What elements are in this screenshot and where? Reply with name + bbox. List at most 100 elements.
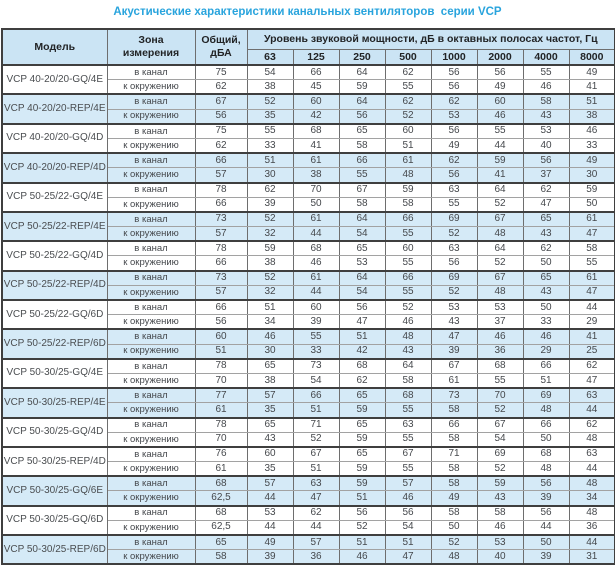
spl-value-cell: 66 <box>522 358 570 374</box>
total-dba-cell: 61 <box>194 461 248 478</box>
spl-value-cell: 35 <box>246 108 294 125</box>
model-cell: VCP 50-25/22-REP/6D <box>1 328 108 360</box>
spl-value-cell: 55 <box>430 196 478 213</box>
spl-value-cell: 66 <box>430 417 478 433</box>
spl-value-cell: 58 <box>430 475 478 492</box>
spl-value-cell: 52 <box>430 226 478 243</box>
spl-value-cell: 53 <box>430 108 478 125</box>
spl-value-cell: 45 <box>292 79 340 96</box>
spl-value-cell: 57 <box>384 475 432 492</box>
spl-value-cell: 48 <box>568 431 615 448</box>
spl-value-cell: 58 <box>568 240 615 257</box>
spl-value-cell: 47 <box>292 490 340 507</box>
spl-value-cell: 47 <box>568 372 615 390</box>
zone-cell: в канал <box>106 211 196 228</box>
spl-value-cell: 34 <box>568 490 615 507</box>
spl-value-cell: 40 <box>522 137 570 155</box>
spl-value-cell: 63 <box>292 475 340 492</box>
spl-value-cell: 61 <box>292 270 340 286</box>
table-row: VCP 50-25/22-REP/6D в канал 60 46 55 51 48 47 46… <box>1 328 615 360</box>
spl-value-cell: 49 <box>476 79 524 96</box>
spl-value-cell: 50 <box>522 431 570 448</box>
spl-value-cell: 60 <box>384 123 432 139</box>
spl-value-cell: 46 <box>522 328 570 345</box>
spl-value-cell: 44 <box>246 490 294 507</box>
spl-value-cell: 58 <box>338 196 386 213</box>
spl-value-cell: 58 <box>430 461 478 478</box>
spl-value-cell: 65 <box>522 270 570 286</box>
spl-value-cell: 59 <box>476 475 524 492</box>
spl-value-cell: 73 <box>430 387 478 404</box>
table-row: VCP 50-30/25-REP/4E в канал 77 57 66 65 68 73 70… <box>1 387 615 419</box>
spl-value-cell: 65 <box>338 240 386 257</box>
table-row: VCP 40-20/20-GQ/4E в канал 75 54 66 64 62 56 56 5… <box>1 64 615 96</box>
zone-cell: в канал <box>106 64 196 81</box>
total-dba-cell: 78 <box>194 240 248 257</box>
spl-value-cell: 68 <box>384 387 432 404</box>
model-cell: VCP 50-30/25-GQ/4E <box>1 358 108 390</box>
spl-value-cell: 46 <box>384 490 432 507</box>
spl-value-cell: 61 <box>384 152 432 169</box>
spl-value-cell: 62 <box>384 93 432 110</box>
spl-value-cell: 25 <box>568 343 615 360</box>
spl-value-cell: 53 <box>246 505 294 521</box>
spl-value-cell: 55 <box>476 123 524 139</box>
spl-value-cell: 32 <box>246 226 294 243</box>
spl-value-cell: 59 <box>338 461 386 478</box>
spl-value-cell: 50 <box>568 196 615 213</box>
table-row: VCP 40-20/20-GQ/4D в канал 75 55 68 65 60 56 55 5… <box>1 123 615 155</box>
spl-value-cell: 63 <box>430 240 478 257</box>
table-row: VCP 50-30/25-REP/4D в канал 76 60 67 65 67 71 69… <box>1 446 615 478</box>
zone-cell: в канал <box>106 328 196 345</box>
spl-value-cell: 30 <box>246 343 294 360</box>
spl-value-cell: 52 <box>430 534 478 551</box>
spl-value-cell: 44 <box>568 461 615 478</box>
spl-value-cell: 59 <box>476 152 524 169</box>
spl-value-cell: 55 <box>384 284 432 301</box>
spl-value-cell: 66 <box>384 211 432 228</box>
table-row: VCP 40-20/20-REP/4E в канал 67 52 60 64 62 62 60… <box>1 93 615 125</box>
header-freq-500: 500 <box>384 48 432 66</box>
spl-value-cell: 57 <box>246 387 294 404</box>
spl-value-cell: 67 <box>384 446 432 463</box>
table-row: к окружению 57 32 44 54 55 52 48 43 47 <box>2 226 615 243</box>
zone-cell: в канал <box>106 299 196 316</box>
spl-value-cell: 51 <box>568 93 615 110</box>
model-cell: VCP 50-30/25-REP/4D <box>1 446 108 478</box>
spl-value-cell: 68 <box>338 358 386 374</box>
spl-value-cell: 43 <box>430 314 478 331</box>
table-row: VCP 50-25/22-REP/4D в канал 73 52 61 64 66 69 67… <box>1 270 615 302</box>
table-row: к окружению 57 30 38 55 48 56 41 37 30 <box>2 167 615 184</box>
spl-value-cell: 59 <box>338 79 386 96</box>
spl-value-cell: 39 <box>522 549 570 566</box>
spl-value-cell: 33 <box>246 137 294 155</box>
spl-value-cell: 61 <box>568 211 615 228</box>
spl-value-cell: 46 <box>476 108 524 125</box>
zone-cell: к окружению <box>106 108 196 125</box>
spl-value-cell: 40 <box>476 549 524 566</box>
zone-cell: к окружению <box>106 284 196 301</box>
spl-value-cell: 50 <box>430 519 478 536</box>
spl-value-cell: 62 <box>292 505 340 521</box>
spl-value-cell: 61 <box>292 211 340 228</box>
spl-value-cell: 33 <box>292 343 340 360</box>
spl-value-cell: 35 <box>246 461 294 478</box>
zone-cell: в канал <box>106 505 196 521</box>
spl-value-cell: 57 <box>292 534 340 551</box>
spl-value-cell: 66 <box>292 64 340 81</box>
spl-value-cell: 62 <box>568 417 615 433</box>
spl-value-cell: 47 <box>568 226 615 243</box>
total-dba-cell: 70 <box>194 431 248 448</box>
spl-value-cell: 48 <box>384 167 432 184</box>
zone-cell: в канал <box>106 270 196 286</box>
spl-value-cell: 59 <box>568 182 615 198</box>
spl-value-cell: 54 <box>292 372 340 390</box>
spl-value-cell: 56 <box>338 108 386 125</box>
spl-value-cell: 38 <box>246 255 294 272</box>
total-dba-cell: 66 <box>194 152 248 169</box>
table-row: к окружению 70 38 54 62 58 61 55 51 47 <box>2 372 615 390</box>
spl-value-cell: 69 <box>430 270 478 286</box>
total-dba-cell: 57 <box>194 284 248 301</box>
spl-value-cell: 59 <box>384 182 432 198</box>
spl-value-cell: 55 <box>338 167 386 184</box>
